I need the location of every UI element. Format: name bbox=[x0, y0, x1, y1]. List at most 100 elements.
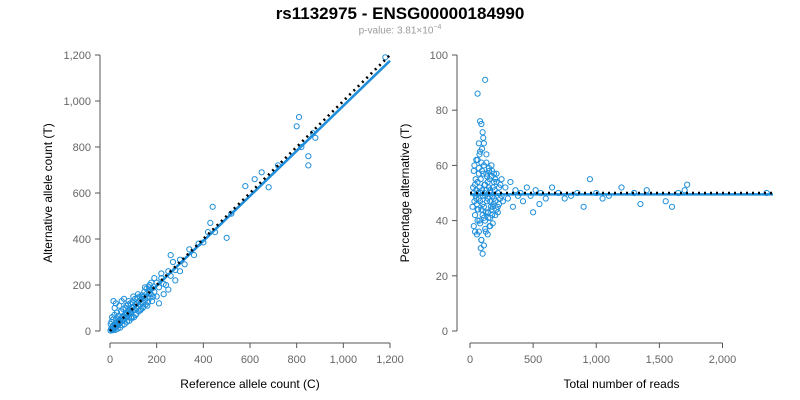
data-point bbox=[580, 203, 587, 210]
data-point bbox=[637, 200, 644, 208]
data-point bbox=[479, 211, 486, 219]
data-point bbox=[498, 176, 505, 183]
data-point bbox=[530, 209, 537, 216]
x-tick-label: 2,000 bbox=[709, 354, 737, 366]
y-tick: 400 bbox=[73, 234, 100, 246]
data-point bbox=[484, 231, 491, 238]
data-point bbox=[684, 181, 691, 188]
y-axis-label: Alternative allele count (T) bbox=[41, 123, 55, 262]
y-tick-label: 0 bbox=[442, 326, 448, 338]
data-point bbox=[147, 294, 154, 301]
data-point bbox=[148, 279, 155, 286]
data-point bbox=[115, 312, 122, 320]
data-point bbox=[492, 198, 499, 205]
x-tick: 0 bbox=[107, 343, 113, 366]
data-points bbox=[107, 54, 389, 334]
y-tick-label: 60 bbox=[436, 160, 448, 172]
data-point bbox=[165, 286, 172, 293]
y-tick: 20 bbox=[436, 271, 457, 283]
fit-line bbox=[109, 59, 391, 332]
p-value-exponent: −4 bbox=[433, 24, 442, 31]
x-axis-label: Total number of reads bbox=[563, 377, 679, 391]
y-axis-label: Percentage alternative (T) bbox=[398, 124, 412, 263]
y-tick: 600 bbox=[73, 188, 100, 200]
x-tick-label: 1,000 bbox=[582, 354, 610, 366]
data-point bbox=[160, 291, 167, 298]
y-tick-label: 1,000 bbox=[63, 96, 91, 108]
y-tick: 0 bbox=[442, 326, 457, 338]
data-point bbox=[502, 184, 509, 191]
data-point bbox=[150, 293, 157, 300]
data-point bbox=[190, 252, 198, 259]
data-point bbox=[504, 195, 511, 202]
x-tick-label: 200 bbox=[147, 354, 165, 366]
data-point bbox=[482, 225, 489, 232]
y-tick-label: 80 bbox=[436, 105, 448, 117]
y-tick: 0 bbox=[85, 326, 100, 338]
data-point bbox=[490, 178, 498, 186]
data-point bbox=[482, 76, 489, 83]
x-tick-label: 800 bbox=[287, 354, 305, 366]
data-point bbox=[681, 187, 688, 194]
data-point bbox=[643, 187, 650, 194]
data-point bbox=[476, 151, 483, 158]
data-point bbox=[497, 195, 504, 202]
data-point bbox=[586, 176, 594, 183]
chart-title: rs1132975 - ENSG00000184990 bbox=[275, 4, 525, 23]
x-tick: 200 bbox=[147, 343, 166, 366]
data-point bbox=[228, 210, 235, 217]
data-point bbox=[480, 203, 487, 210]
data-point bbox=[495, 184, 503, 191]
data-point bbox=[480, 242, 487, 249]
data-point bbox=[507, 178, 514, 186]
data-point bbox=[561, 195, 568, 202]
data-point bbox=[479, 129, 486, 136]
y-tick-label: 800 bbox=[73, 142, 91, 154]
data-point bbox=[470, 167, 477, 175]
data-point bbox=[295, 114, 303, 121]
data-point bbox=[478, 145, 486, 152]
data-point bbox=[477, 176, 484, 183]
data-point bbox=[471, 211, 479, 219]
data-point bbox=[542, 195, 549, 202]
data-point bbox=[153, 293, 160, 300]
y-tick: 40 bbox=[436, 216, 457, 228]
x-axis-label: Reference allele count (C) bbox=[180, 377, 319, 391]
data-point bbox=[474, 206, 481, 213]
y-tick-label: 100 bbox=[430, 50, 448, 62]
data-point bbox=[144, 302, 151, 309]
y-tick: 800 bbox=[73, 142, 100, 154]
x-tick: 600 bbox=[241, 343, 259, 366]
data-point bbox=[172, 277, 179, 284]
x-tick-label: 500 bbox=[524, 354, 542, 366]
data-point bbox=[242, 183, 249, 190]
data-point bbox=[151, 275, 158, 282]
data-point bbox=[488, 162, 495, 169]
data-point bbox=[305, 162, 312, 169]
data-point bbox=[532, 187, 539, 194]
y-tick-label: 200 bbox=[73, 280, 91, 292]
data-point bbox=[480, 134, 487, 141]
reference-line bbox=[109, 54, 391, 332]
chart-subtitle: p-value: 3.81×10−4 bbox=[0, 24, 800, 36]
x-tick-label: 1,000 bbox=[330, 354, 358, 366]
y-tick-label: 0 bbox=[85, 326, 91, 338]
x-tick-label: 0 bbox=[467, 354, 473, 366]
data-point bbox=[223, 234, 230, 241]
data-point bbox=[493, 170, 500, 177]
data-point bbox=[305, 153, 312, 160]
data-point bbox=[473, 156, 480, 163]
data-point bbox=[471, 228, 479, 235]
data-point bbox=[480, 162, 487, 169]
data-point bbox=[298, 143, 305, 151]
x-tick-label: 600 bbox=[241, 354, 259, 366]
data-point bbox=[509, 203, 517, 210]
data-point bbox=[483, 198, 491, 205]
data-point bbox=[181, 261, 188, 268]
y-tick: 1,200 bbox=[63, 50, 100, 62]
data-point bbox=[487, 214, 494, 221]
data-point bbox=[662, 198, 669, 205]
x-tick: 500 bbox=[524, 343, 542, 366]
x-tick: 1,500 bbox=[646, 343, 673, 366]
